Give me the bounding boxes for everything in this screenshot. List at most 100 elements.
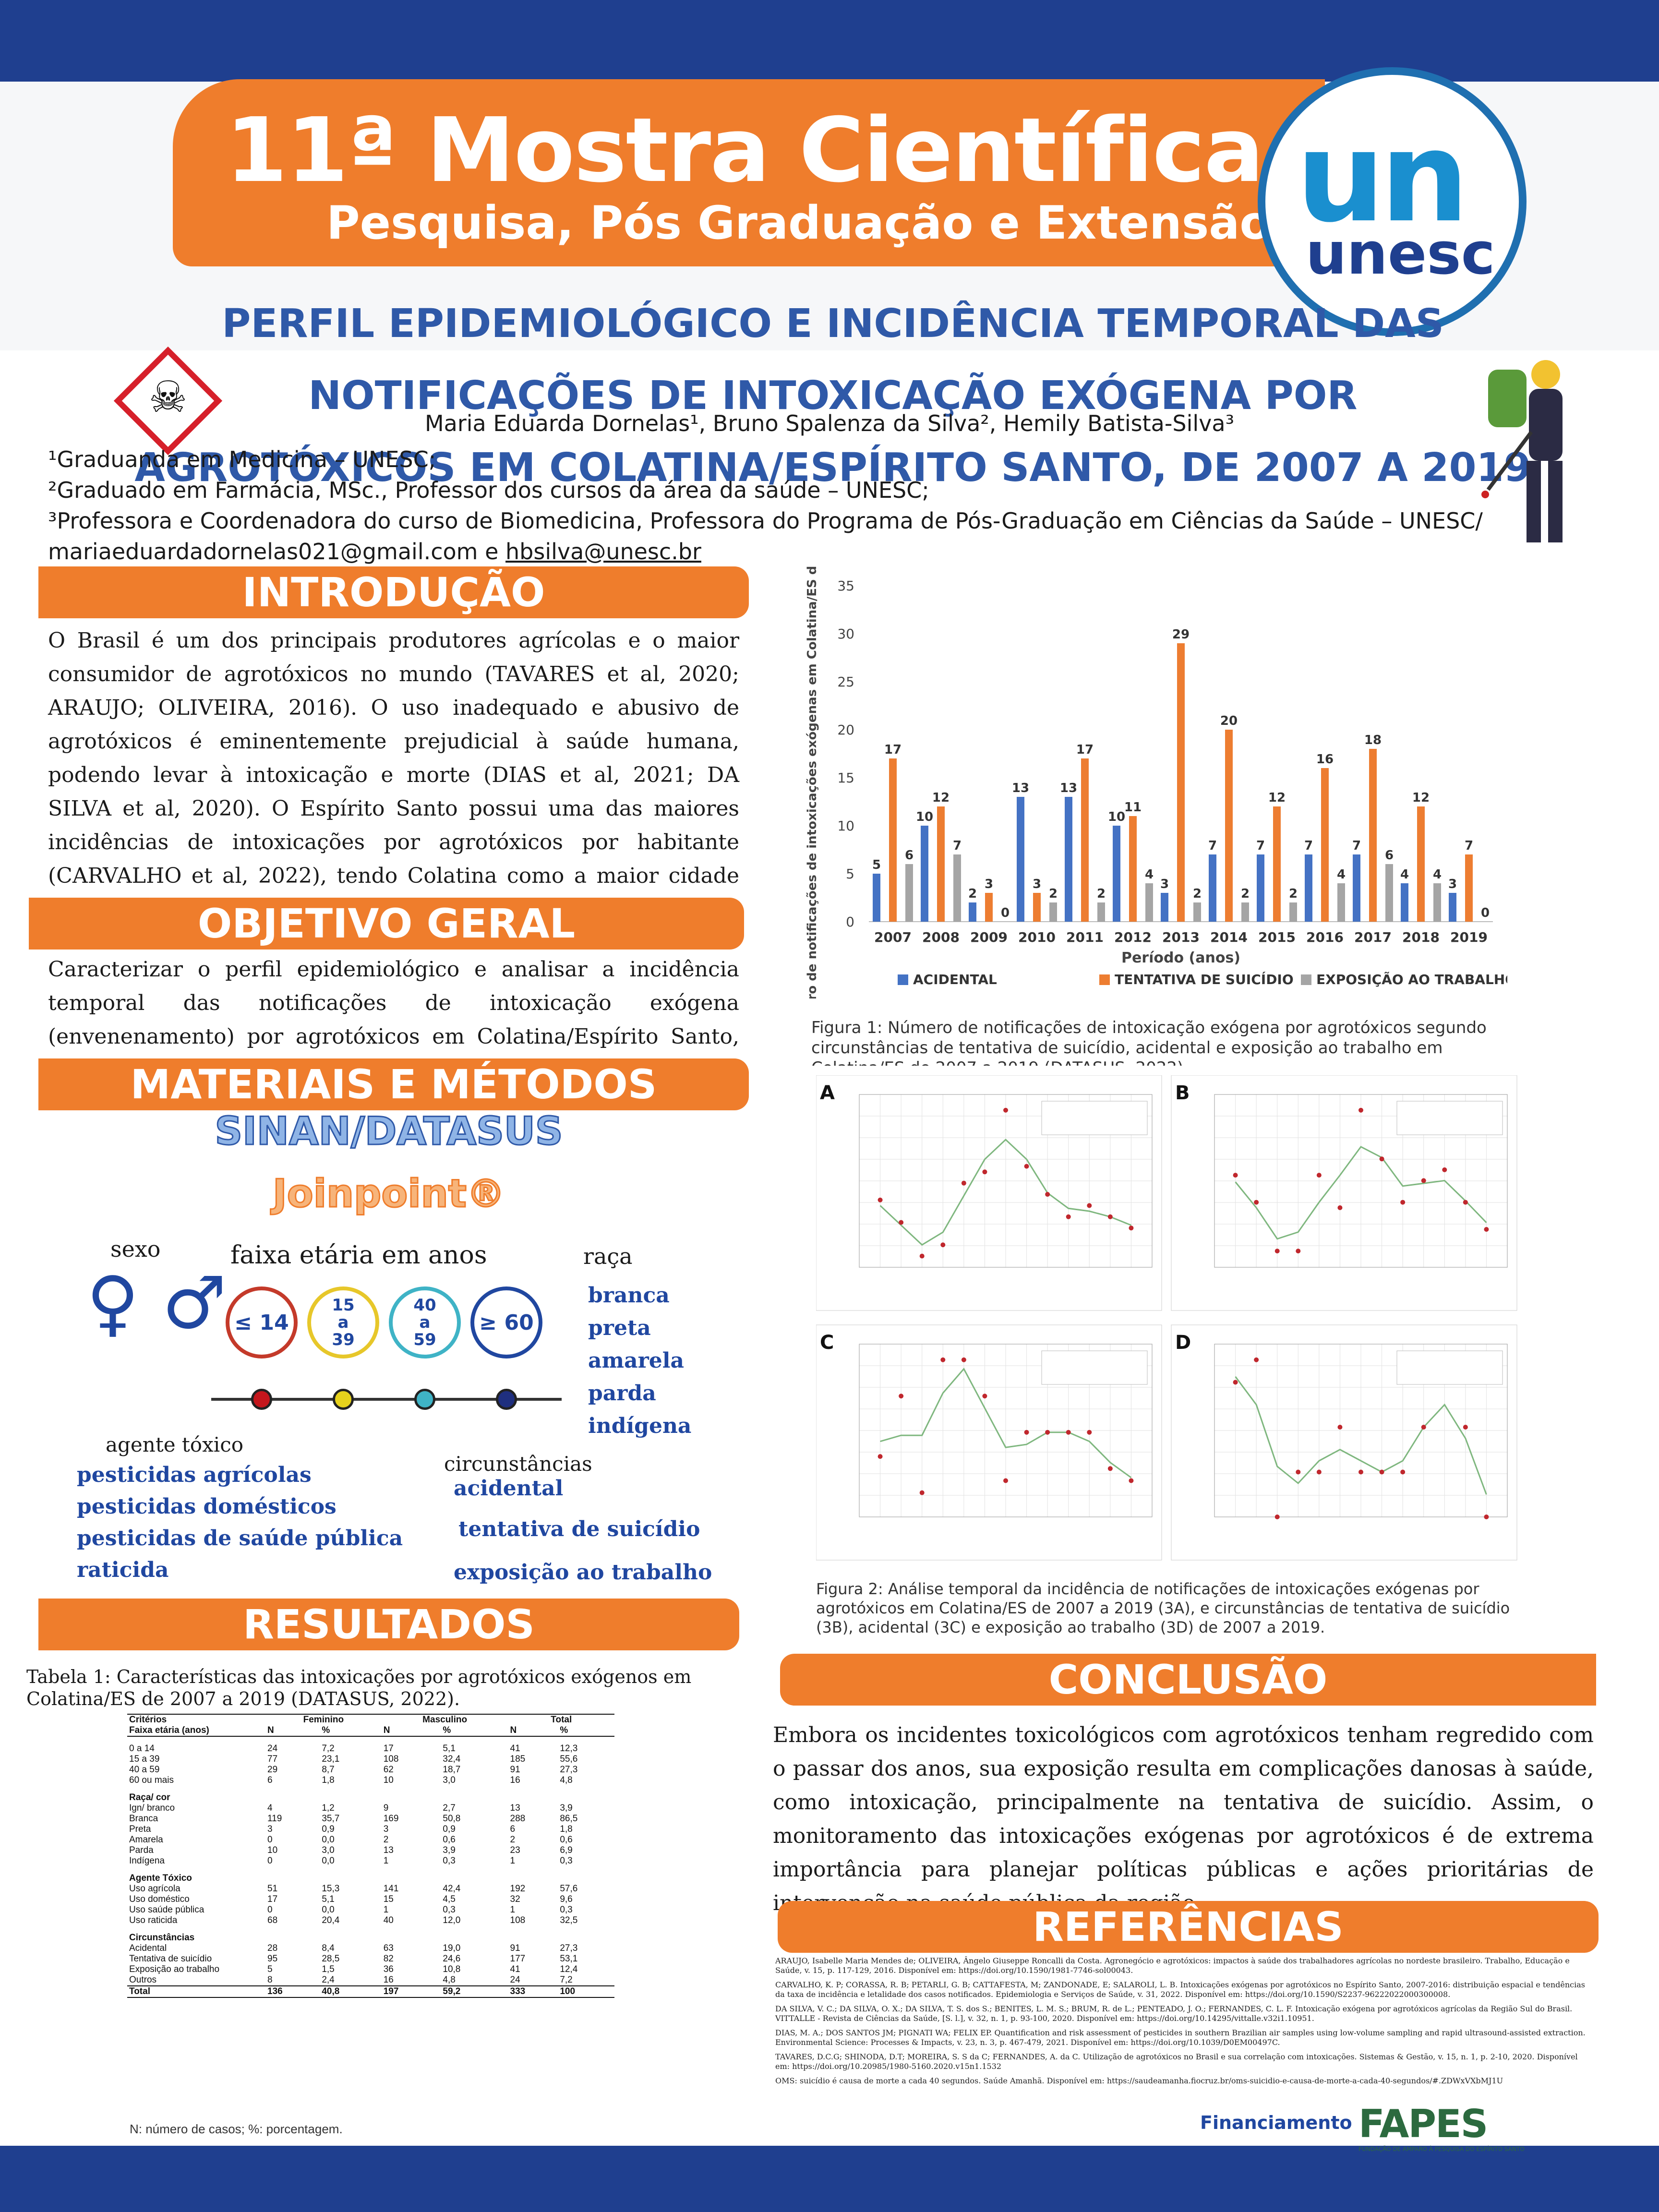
x-tick-label: 2012 [1114, 929, 1152, 945]
bar-0-2008 [921, 826, 928, 922]
data-label: 0 [1001, 906, 1010, 920]
reference-item: OMS: suicídio é causa de morte a cada 40… [775, 2076, 1503, 2085]
table-cell: 119 [267, 1814, 282, 1824]
table-cell: 108 [383, 1754, 399, 1764]
table-row: Amarela 0 0,0 2 0,6 2 0,6 [127, 1835, 614, 1845]
data-label: 10 [916, 810, 933, 824]
observed-point [899, 1394, 904, 1399]
funding-label: Financiamento [1200, 2112, 1352, 2133]
table-cell: 0,3 [560, 1905, 573, 1915]
table-cell: 0,6 [560, 1835, 573, 1845]
observed-point [1233, 1380, 1238, 1385]
email-2-link[interactable]: hbsilva@unesc.br [505, 539, 701, 565]
data-label: 29 [1172, 627, 1190, 642]
data-label: 4 [1145, 867, 1154, 882]
table-cell: 1,2 [322, 1803, 335, 1813]
table-cell: Uso saúde pública [129, 1905, 204, 1915]
y-tick-label: 20 [837, 722, 854, 738]
data-label: 2 [968, 887, 977, 901]
observed-point [899, 1220, 904, 1225]
bar-2-2016 [1337, 883, 1345, 922]
table-cell: 10 [267, 1845, 278, 1855]
y-tick-label: 0 [846, 914, 854, 930]
table-cell: 12,4 [560, 1964, 578, 1974]
th-feminino: Feminino [303, 1715, 344, 1725]
table-cell: 24 [267, 1743, 278, 1754]
table-cell: 5,1 [443, 1743, 456, 1754]
table-cell: 16 [383, 1975, 394, 1985]
results-heading: RESULTADOS [38, 1599, 739, 1650]
table-cell: Exposição ao trabalho [129, 1964, 220, 1974]
data-label: 7 [1465, 839, 1473, 853]
table-cell: Uso raticida [129, 1915, 178, 1925]
poster-title: PERFIL EPIDEMIOLÓGICO E INCIDÊNCIA TEMPO… [77, 288, 1589, 504]
agent-agricola: pesticidas agrícolas [77, 1463, 312, 1487]
table-cell: 1,8 [560, 1824, 573, 1834]
race-amarela: amarela [588, 1348, 684, 1373]
panel-legend-box [1396, 1350, 1503, 1385]
data-label: 2 [1289, 887, 1298, 901]
references-list: ARAUJO, Isabelle Maria Mendes de; OLIVEI… [775, 1956, 1591, 2091]
table-cell: 8 [267, 1975, 273, 1985]
table-group-title-row: Agente Tóxico [127, 1866, 614, 1884]
toxic-agent-list: pesticidas agrícolas pesticidas doméstic… [77, 1459, 403, 1586]
total-n-f: 136 [267, 1986, 283, 1996]
table-row: 0 a 14 24 7,2 17 5,1 41 12,3 [127, 1743, 614, 1754]
data-label: 7 [1352, 839, 1361, 853]
poster-title-line1: PERFIL EPIDEMIOLÓGICO E INCIDÊNCIA TEMPO… [222, 301, 1444, 419]
footer-wave-band [0, 2146, 1659, 2212]
table-total-row: Total 136 40,8 197 59,2 333 100 [127, 1986, 614, 1997]
table-row: Acidental 28 8,4 63 19,0 91 27,3 [127, 1943, 614, 1954]
observed-point [1358, 1469, 1363, 1475]
pesticide-sprayer-figure-icon [1481, 360, 1563, 542]
legend-swatch [1301, 974, 1311, 985]
table-cell: 1 [510, 1856, 516, 1866]
observed-point [1129, 1226, 1134, 1231]
table-cell: 18,7 [443, 1765, 461, 1775]
y-tick-label: 25 [837, 674, 854, 690]
observed-point [1358, 1107, 1363, 1113]
observed-point [1316, 1173, 1322, 1178]
table-cell: 0,3 [443, 1856, 456, 1866]
total-pct-t: 100 [560, 1986, 576, 1996]
table-subheader-row: Faixa etária (anos) N % N % N % [127, 1725, 614, 1736]
table-row: Parda 10 3,0 13 3,9 23 6,9 [127, 1845, 614, 1856]
table-row: Uso agrícola 51 15,3 141 42,4 192 57,6 [127, 1884, 614, 1894]
results-table: Critérios Feminino Masculino Total Faixa… [127, 1714, 614, 1998]
table-cell: 0 [267, 1905, 273, 1915]
affiliation-3: ³Professora e Coordenadora do curso de B… [48, 508, 1483, 534]
age-circle-ge60: ≥ 60 [470, 1286, 542, 1358]
table-row: 40 a 59 29 8,7 62 18,7 91 27,3 [127, 1765, 614, 1775]
figure1-caption: Figura 1: Número de notificações de into… [811, 1018, 1487, 1066]
intro-text: O Brasil é um dos principais produtores … [48, 628, 739, 922]
panel-trend-line [880, 1367, 1132, 1479]
data-label: 16 [1316, 752, 1334, 767]
total-n-t: 333 [510, 1986, 526, 1996]
table-cell: Acidental [129, 1943, 167, 1953]
table-cell: 1 [383, 1856, 389, 1866]
table-row: Tentativa de suicídio 95 28,5 82 24,6 177 53,1 [127, 1954, 614, 1964]
x-tick-label: 2011 [1066, 929, 1104, 945]
table-row: Exposição ao trabalho 5 1,5 36 10,8 41 12,4 [127, 1964, 614, 1975]
observed-point [1233, 1173, 1238, 1178]
total-pct-m: 59,2 [443, 1986, 461, 1996]
data-label: 4 [1337, 867, 1346, 882]
observed-point [1421, 1424, 1426, 1430]
table-row: Uso saúde pública 0 0,0 1 0,3 1 0,3 [127, 1905, 614, 1915]
observed-point [1003, 1478, 1008, 1483]
table-cell: 32 [510, 1894, 520, 1904]
table-cell: 4 [267, 1803, 273, 1813]
table-cell: 0,9 [443, 1824, 456, 1834]
table-cell: 0 a 14 [129, 1743, 155, 1754]
data-label: 0 [1481, 906, 1490, 920]
observed-point [1107, 1214, 1113, 1219]
bar-1-2008 [937, 806, 945, 922]
timeline-dot-4 [496, 1389, 517, 1410]
observed-point [940, 1357, 946, 1362]
table-cell: 55,6 [560, 1754, 578, 1764]
reference-item: CARVALHO, K. P; CORASSA, R. B; PETARLI, … [775, 1980, 1585, 1999]
data-label: 11 [1124, 800, 1142, 815]
figure1-bar-chart: 0510152025303520075176200810127200923020… [805, 566, 1507, 998]
bar-0-2014 [1209, 854, 1216, 922]
table-row: Uso raticida 68 20,4 40 12,0 108 32,5 [127, 1915, 614, 1926]
